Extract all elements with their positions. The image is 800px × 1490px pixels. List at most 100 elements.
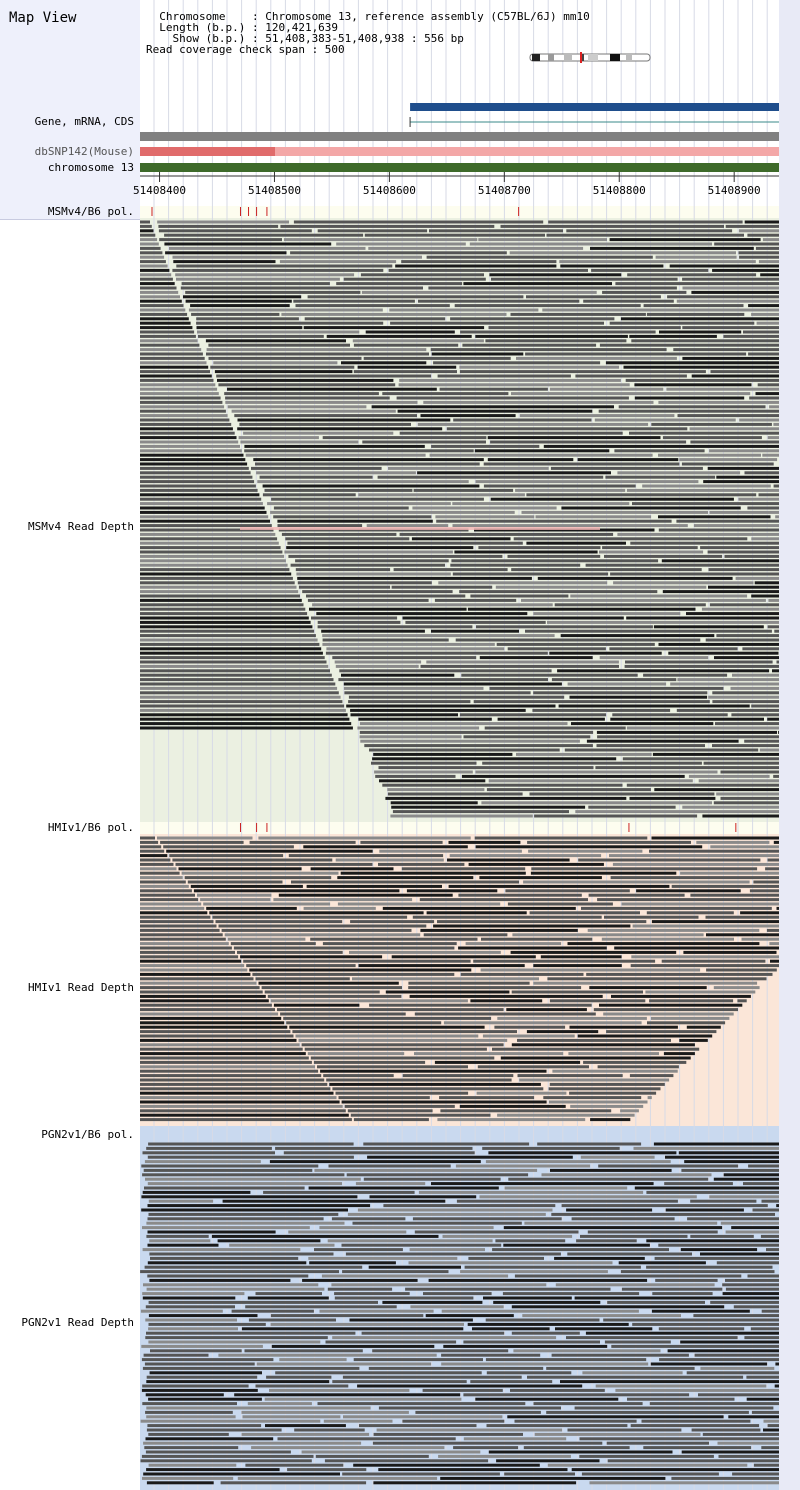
pgn-read[interactable]: [383, 1204, 556, 1208]
hmi-read[interactable]: [140, 1034, 294, 1038]
hmi-read[interactable]: [426, 911, 527, 915]
pgn-read[interactable]: [327, 1287, 393, 1291]
pgn-read[interactable]: [357, 1384, 583, 1388]
hmi-read[interactable]: [391, 955, 536, 959]
hmi-read[interactable]: [140, 1082, 328, 1086]
pgn-read[interactable]: [140, 1309, 223, 1313]
msm-read[interactable]: [643, 304, 744, 308]
hmi-read[interactable]: [631, 955, 800, 959]
msm-read[interactable]: [738, 251, 800, 255]
pgn-read[interactable]: [275, 1146, 473, 1150]
pgn-read[interactable]: [504, 1472, 575, 1476]
hmi-read[interactable]: [140, 1096, 337, 1100]
hmi-read[interactable]: [218, 924, 427, 928]
hmi-read[interactable]: [505, 889, 630, 893]
pgn-read[interactable]: [331, 1283, 547, 1287]
hmi-read[interactable]: [140, 955, 239, 959]
msm-read[interactable]: [374, 770, 473, 774]
pgn-read[interactable]: [582, 1371, 683, 1375]
msm-read[interactable]: [311, 616, 398, 620]
pgn-read[interactable]: [503, 1243, 650, 1247]
pgn-read[interactable]: [148, 1432, 229, 1436]
hmi-read[interactable]: [705, 915, 800, 919]
pgn-read[interactable]: [334, 1292, 410, 1296]
msm-read[interactable]: [707, 550, 800, 554]
hmi-read[interactable]: [338, 1096, 430, 1100]
msm-read[interactable]: [350, 708, 526, 712]
msm-read[interactable]: [358, 493, 525, 497]
pgn-read[interactable]: [405, 1287, 611, 1291]
msm-read[interactable]: [682, 326, 800, 330]
msm-read[interactable]: [140, 326, 193, 330]
hmi-read[interactable]: [382, 906, 576, 910]
msm-read[interactable]: [158, 229, 312, 233]
msm-read[interactable]: [631, 339, 795, 343]
hmi-read[interactable]: [163, 845, 294, 849]
pgn-read[interactable]: [145, 1336, 328, 1340]
hmi-read[interactable]: [713, 986, 760, 990]
hmi-read[interactable]: [160, 840, 244, 844]
pgn-read[interactable]: [482, 1146, 620, 1150]
pgn-read[interactable]: [141, 1358, 274, 1362]
pgn-read[interactable]: [368, 1265, 461, 1269]
msm-read[interactable]: [140, 246, 161, 250]
msm-read[interactable]: [534, 814, 698, 818]
msm-read[interactable]: [206, 352, 429, 356]
msm-read[interactable]: [279, 260, 397, 264]
pgn-read[interactable]: [147, 1204, 371, 1208]
msm-read[interactable]: [140, 409, 226, 413]
hmi-read[interactable]: [337, 902, 501, 906]
pgn-read[interactable]: [441, 1353, 541, 1357]
msm-read[interactable]: [140, 664, 329, 668]
pgn-read[interactable]: [287, 1468, 367, 1472]
msm-read[interactable]: [590, 246, 754, 250]
msm-read[interactable]: [560, 264, 664, 268]
pgn-read[interactable]: [301, 1450, 481, 1454]
pgn-read[interactable]: [725, 1230, 800, 1234]
pgn-read[interactable]: [659, 1358, 800, 1362]
hmi-read[interactable]: [140, 1109, 346, 1113]
hmi-read[interactable]: [288, 854, 444, 858]
pgn-read[interactable]: [346, 1173, 529, 1177]
msm-read[interactable]: [516, 356, 677, 360]
pgn-read[interactable]: [667, 1349, 800, 1353]
msm-read[interactable]: [140, 378, 214, 382]
hmi-read[interactable]: [140, 836, 155, 840]
pgn-read[interactable]: [646, 1265, 773, 1269]
msm-read[interactable]: [140, 400, 223, 404]
hmi-read[interactable]: [647, 1096, 652, 1100]
pgn-read[interactable]: [148, 1199, 214, 1203]
pgn-read[interactable]: [653, 1142, 800, 1146]
msm-read[interactable]: [624, 664, 800, 668]
hmi-read[interactable]: [140, 1052, 306, 1056]
msm-read[interactable]: [196, 321, 384, 325]
pgn-read[interactable]: [686, 1371, 800, 1375]
pgn-read[interactable]: [255, 1384, 349, 1388]
pgn-read[interactable]: [277, 1437, 456, 1441]
pgn-read[interactable]: [143, 1353, 209, 1357]
msm-read[interactable]: [676, 519, 800, 523]
msm-read[interactable]: [140, 321, 191, 325]
msm-read[interactable]: [433, 361, 601, 365]
msm-read[interactable]: [461, 774, 685, 778]
msm-read[interactable]: [322, 638, 449, 642]
hmi-read[interactable]: [310, 1056, 495, 1060]
msm-read[interactable]: [158, 224, 279, 228]
msm-read[interactable]: [698, 779, 800, 783]
hmi-read[interactable]: [569, 1025, 678, 1029]
pgn-read[interactable]: [147, 1155, 354, 1159]
pgn-read[interactable]: [607, 1300, 705, 1304]
hmi-read[interactable]: [140, 972, 251, 976]
hmi-read[interactable]: [140, 920, 214, 924]
msm-read[interactable]: [281, 532, 397, 536]
pgn-read[interactable]: [410, 1305, 504, 1309]
hmi-read[interactable]: [437, 920, 647, 924]
pgn-read[interactable]: [598, 1164, 739, 1168]
msm-read[interactable]: [459, 590, 658, 594]
pgn-read[interactable]: [472, 1327, 550, 1331]
msm-read[interactable]: [658, 528, 800, 532]
pgn-read[interactable]: [241, 1410, 409, 1414]
pgn-read[interactable]: [566, 1208, 653, 1212]
hmi-read[interactable]: [140, 862, 174, 866]
hmi-read[interactable]: [212, 915, 408, 919]
